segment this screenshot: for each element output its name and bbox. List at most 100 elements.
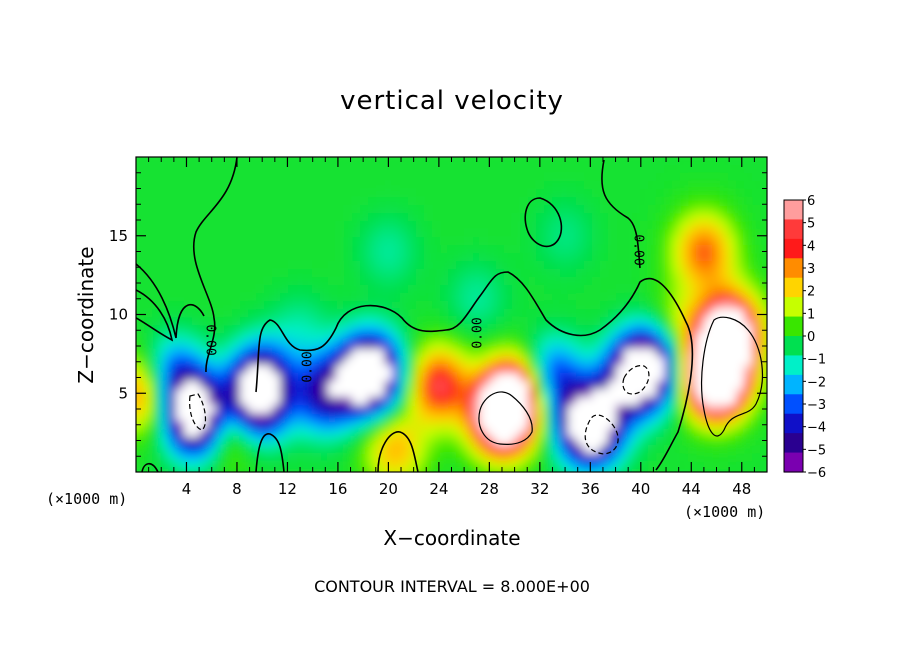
field-cell [480,357,489,366]
field-cell [640,365,649,374]
field-cell [312,277,321,286]
field-cell [344,277,353,286]
field-cell [376,453,385,462]
field-cell [416,397,425,406]
field-cell [448,413,457,422]
field-cell [216,165,225,174]
field-cell [296,397,305,406]
field-cell [272,469,281,472]
field-cell [552,437,561,446]
field-cell [512,301,521,310]
field-cell [616,229,625,238]
field-cell [464,397,473,406]
field-cell [280,245,289,254]
field-cell [640,333,649,342]
field-cell [528,165,537,174]
field-cell [344,165,353,174]
field-cell [384,397,393,406]
field-cell [752,237,761,246]
field-cell [472,293,481,302]
field-cell [280,397,289,406]
field-cell [536,277,545,286]
field-cell [264,261,273,270]
field-cell [552,381,561,390]
field-cell [696,325,705,334]
field-cell [304,397,313,406]
field-cell [656,309,665,318]
field-cell [344,349,353,358]
field-cell [504,365,513,374]
field-cell [496,197,505,206]
field-cell [624,421,633,430]
field-cell [496,357,505,366]
field-cell [712,293,721,302]
field-cell [256,317,265,326]
field-cell [376,157,385,166]
field-cell [336,317,345,326]
field-cell [328,245,337,254]
field-cell [160,477,169,486]
field-cell [456,165,465,174]
field-cell [664,245,673,254]
field-cell [424,269,433,278]
field-cell [424,189,433,198]
field-cell [184,389,193,398]
field-cell [272,333,281,342]
field-cell [520,453,529,462]
field-cell [368,477,377,486]
field-cell [208,413,217,422]
field-cell [160,437,169,446]
field-cell [232,389,241,398]
field-cell [696,373,705,382]
field-cell [664,173,673,182]
field-cell [472,365,481,374]
field-cell [200,461,209,470]
field-cell [200,173,209,182]
field-cell [672,157,681,166]
field-cell [416,445,425,454]
field-cell [696,269,705,278]
field-cell [736,277,745,286]
field-cell [384,301,393,310]
field-cell [176,357,185,366]
field-cell [520,293,529,302]
field-cell [616,269,625,278]
field-cell [424,165,433,174]
field-cell [536,373,545,382]
field-cell [408,181,417,190]
field-cell [488,157,497,166]
field-cell [720,181,729,190]
field-cell [480,261,489,270]
field-cell [568,309,577,318]
field-cell [568,461,577,470]
field-cell [400,277,409,286]
field-cell [320,197,329,206]
field-cell [560,237,569,246]
field-cell [616,365,625,374]
field-cell [712,309,721,318]
field-cell [680,213,689,222]
field-cell [248,421,257,430]
field-cell [696,157,705,166]
field-cell [272,317,281,326]
field-cell [384,213,393,222]
field-cell [552,189,561,198]
field-cell [384,237,393,246]
field-cell [176,453,185,462]
field-cell [576,389,585,398]
field-cell [200,301,209,310]
field-cell [520,301,529,310]
field-cell [272,421,281,430]
field-cell [264,245,273,254]
field-cell [552,245,561,254]
field-cell [160,469,169,472]
field-cell [624,293,633,302]
field-cell [344,333,353,342]
field-cell [416,333,425,342]
field-cell [720,333,729,342]
field-cell [288,349,297,358]
field-cell [464,365,473,374]
field-cell [568,165,577,174]
field-cell [512,373,521,382]
field-cell [408,277,417,286]
